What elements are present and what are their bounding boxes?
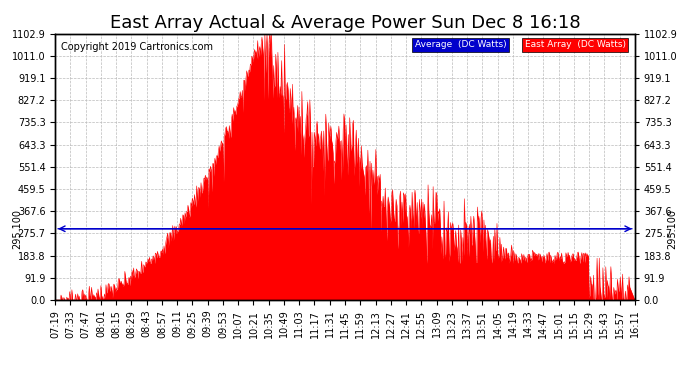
- Text: Copyright 2019 Cartronics.com: Copyright 2019 Cartronics.com: [61, 42, 213, 52]
- Text: East Array  (DC Watts): East Array (DC Watts): [524, 40, 626, 50]
- Text: Average  (DC Watts): Average (DC Watts): [415, 40, 506, 50]
- Text: 295.100: 295.100: [667, 209, 678, 249]
- Text: 295.100: 295.100: [12, 209, 23, 249]
- Title: East Array Actual & Average Power Sun Dec 8 16:18: East Array Actual & Average Power Sun De…: [110, 14, 580, 32]
